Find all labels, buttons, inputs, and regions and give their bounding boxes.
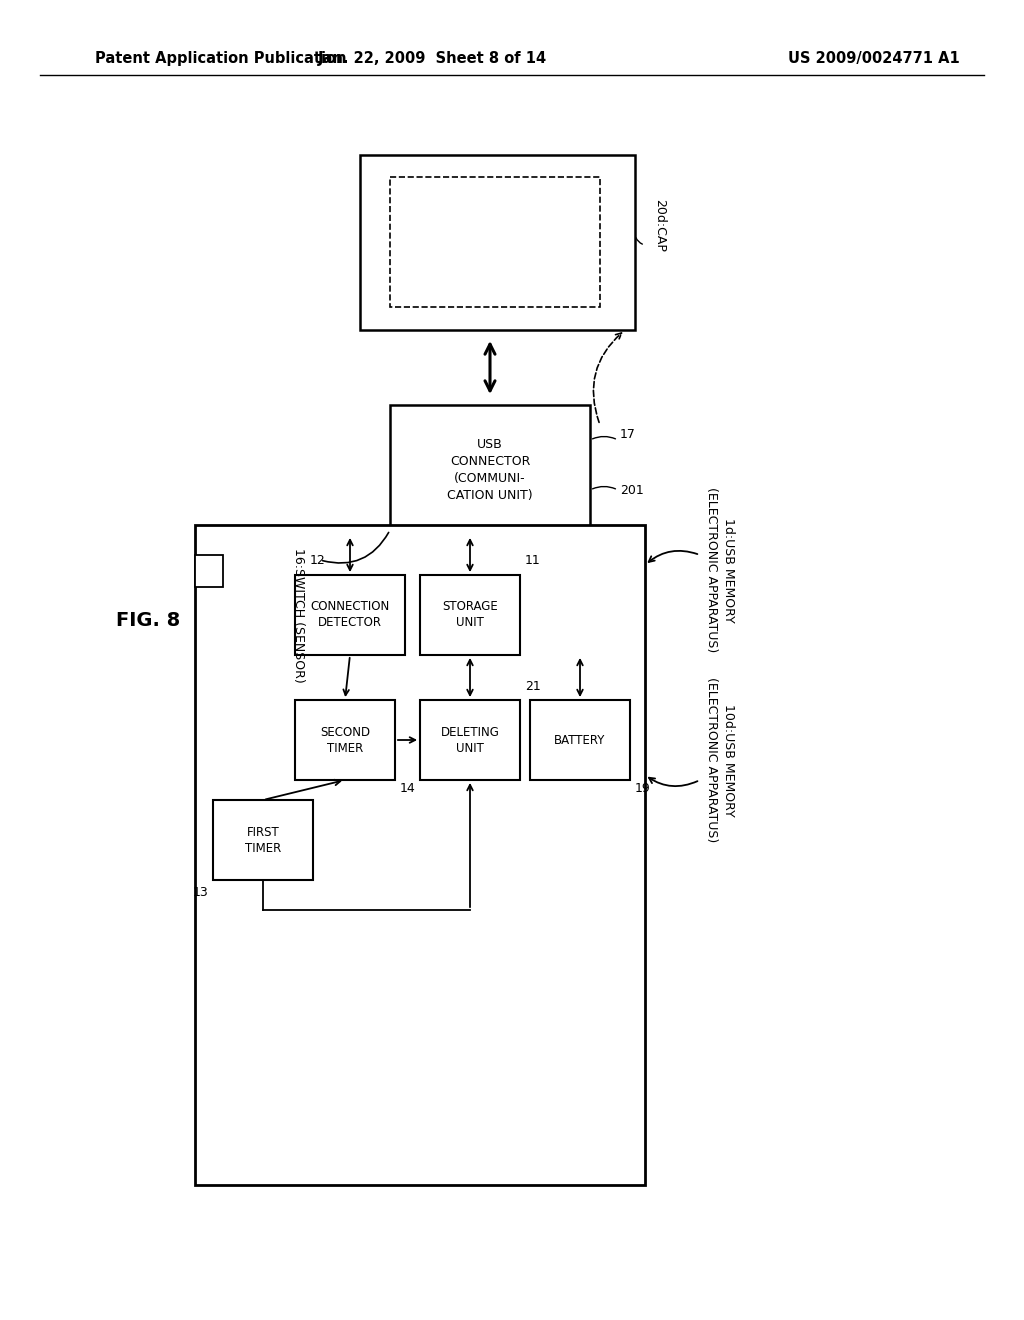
Bar <box>295 576 406 655</box>
Text: 13: 13 <box>193 886 208 899</box>
Text: BATTERY: BATTERY <box>554 734 605 747</box>
Text: 201: 201 <box>620 483 644 496</box>
Text: FIRST
TIMER: FIRST TIMER <box>245 825 282 854</box>
Text: STORAGE
UNIT: STORAGE UNIT <box>442 601 498 630</box>
Text: 20d:CAP: 20d:CAP <box>653 198 667 251</box>
Bar <box>295 700 395 780</box>
Bar <box>530 700 630 780</box>
Bar <box>390 405 590 535</box>
Text: CONNECTION
DETECTOR: CONNECTION DETECTOR <box>310 601 389 630</box>
Text: 10d:USB MEMORY
(ELECTRONIC APPARATUS): 10d:USB MEMORY (ELECTRONIC APPARATUS) <box>705 677 735 842</box>
Text: 12: 12 <box>310 554 326 568</box>
Bar <box>195 525 645 1185</box>
Bar <box>195 554 223 587</box>
Bar <box>390 177 600 308</box>
Bar <box>420 700 520 780</box>
Text: 17: 17 <box>620 429 636 441</box>
Text: DELETING
UNIT: DELETING UNIT <box>440 726 500 755</box>
Text: 11: 11 <box>525 554 541 568</box>
Text: FIG. 8: FIG. 8 <box>116 610 180 630</box>
Bar <box>360 154 635 330</box>
Text: 14: 14 <box>400 781 416 795</box>
Text: 16:SWITCH (SENSOR): 16:SWITCH (SENSOR) <box>292 548 304 682</box>
Bar <box>213 800 313 880</box>
Text: 1d:USB MEMORY
(ELECTRONIC APPARATUS): 1d:USB MEMORY (ELECTRONIC APPARATUS) <box>705 487 735 652</box>
Text: US 2009/0024771 A1: US 2009/0024771 A1 <box>788 50 961 66</box>
Text: 19: 19 <box>635 781 650 795</box>
Text: Patent Application Publication: Patent Application Publication <box>95 50 346 66</box>
Text: Jan. 22, 2009  Sheet 8 of 14: Jan. 22, 2009 Sheet 8 of 14 <box>317 50 547 66</box>
Text: USB
CONNECTOR
(COMMUNI-
CATION UNIT): USB CONNECTOR (COMMUNI- CATION UNIT) <box>447 438 532 502</box>
Bar <box>420 576 520 655</box>
Text: SECOND
TIMER: SECOND TIMER <box>319 726 370 755</box>
Text: 21: 21 <box>525 680 541 693</box>
